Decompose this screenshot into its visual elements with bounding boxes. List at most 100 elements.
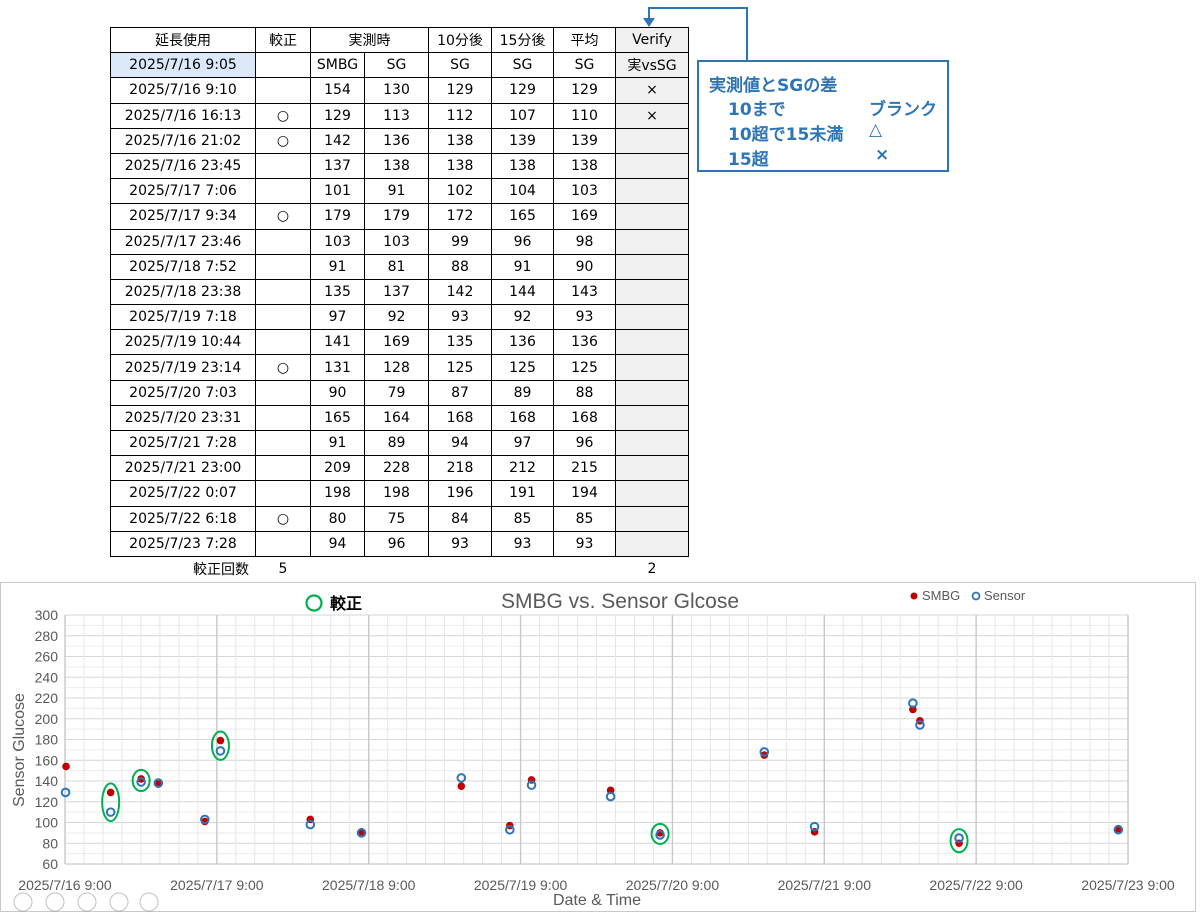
cell-sg: 138 bbox=[364, 152, 429, 180]
cell-verify bbox=[615, 228, 689, 255]
calib-legend-icon bbox=[305, 594, 323, 612]
cell-cal: ○ bbox=[255, 102, 311, 129]
copy-icon[interactable] bbox=[77, 892, 97, 912]
cell-m10: 138 bbox=[428, 152, 492, 180]
cell-sg: 89 bbox=[364, 429, 429, 457]
pen-icon[interactable] bbox=[45, 892, 65, 912]
cell-m15: 89 bbox=[491, 379, 554, 406]
cell-verify bbox=[615, 480, 689, 507]
table-row: 2025/7/17 23:46 103 103 99 96 98 bbox=[110, 228, 689, 255]
sensor-point bbox=[153, 778, 164, 788]
cell-dt: 2025/7/18 7:52 bbox=[110, 253, 256, 280]
cell-cal: ○ bbox=[255, 505, 311, 532]
cell-avg: 110 bbox=[553, 102, 616, 129]
x-tick-label: 2025/7/19 9:00 bbox=[474, 877, 568, 893]
sensor-point bbox=[954, 833, 964, 843]
cell-smbg: 103 bbox=[310, 228, 365, 255]
cell-m15: 104 bbox=[491, 178, 554, 205]
cell-smbg: 141 bbox=[310, 329, 365, 356]
scatter-chart: 60 80 100 120 140 160 180 200 220 240 260 280 300 20… bbox=[0, 582, 1196, 912]
sensor-point bbox=[305, 819, 316, 830]
cell-m15: 168 bbox=[491, 404, 554, 432]
cell-cal: ○ bbox=[255, 203, 311, 230]
y-tick-labels: 60 80 100 120 140 160 180 200 220 240 260 280 300 bbox=[35, 607, 59, 872]
sensor-series bbox=[60, 698, 1124, 843]
y-tick-label: 180 bbox=[35, 732, 59, 748]
cell-smbg: 129 bbox=[310, 102, 365, 129]
callout-rule-3-mark: × bbox=[875, 145, 890, 165]
cell-cal bbox=[255, 530, 311, 557]
cell-sg: 81 bbox=[364, 253, 429, 280]
cell-cal bbox=[255, 429, 311, 457]
cell-smbg: 101 bbox=[310, 178, 365, 205]
verify-legend-callout: 実測値とSGの差 10まで ブランク 10超で15未満 △ 15超 × bbox=[697, 60, 949, 172]
cell-dt: 2025/7/19 23:14 bbox=[110, 354, 256, 381]
prev-icon[interactable] bbox=[13, 892, 33, 912]
cell-cal bbox=[255, 178, 311, 205]
cell-dt: 2025/7/20 7:03 bbox=[110, 379, 256, 406]
sensor-point bbox=[526, 780, 537, 790]
header-row: 延長使用 較正 実測時 10分後 15分後 平均 Verify bbox=[110, 26, 689, 54]
cell-m15: 93 bbox=[491, 530, 554, 557]
cell-verify bbox=[615, 203, 689, 230]
cell-smbg: 131 bbox=[310, 354, 365, 381]
sensor-point bbox=[136, 777, 146, 787]
glucose-table: 延長使用 較正 実測時 10分後 15分後 平均 Verify 2025/7/1… bbox=[110, 26, 689, 582]
cell-sg: 198 bbox=[364, 480, 429, 507]
chart-title: SMBG vs. Sensor Glcose bbox=[501, 590, 739, 613]
cell-cal bbox=[255, 329, 311, 356]
cell-verify bbox=[615, 304, 689, 331]
cell-cal bbox=[255, 278, 311, 306]
cell-m15: 96 bbox=[491, 228, 554, 255]
sensor-point bbox=[505, 824, 515, 835]
cell-verify bbox=[615, 530, 689, 557]
cell-sg: 136 bbox=[364, 127, 429, 154]
sensor-point bbox=[605, 791, 616, 802]
table-row: 2025/7/22 0:07 198 198 196 191 194 bbox=[110, 480, 689, 507]
table-row: 2025/7/21 7:28 91 89 94 97 96 bbox=[110, 429, 689, 457]
table-row: 2025/7/17 9:34 ○ 179 179 172 165 169 bbox=[110, 203, 689, 230]
y-axis-label: Sensor Glucose bbox=[11, 693, 28, 807]
x-tick-label: 2025/7/22 9:00 bbox=[929, 877, 1023, 893]
cell-avg: 93 bbox=[553, 530, 616, 557]
cell-avg: 194 bbox=[553, 480, 616, 507]
smbg-legend-icon bbox=[910, 592, 918, 600]
cell-smbg: 91 bbox=[310, 429, 365, 457]
cell-m15: 91 bbox=[491, 253, 554, 280]
table-row: 2025/7/18 23:38 135 137 142 144 143 bbox=[110, 278, 689, 306]
table-row: 2025/7/23 7:28 94 96 93 93 93 bbox=[110, 530, 689, 557]
cell-avg: 129 bbox=[553, 77, 616, 104]
zoom-icon[interactable] bbox=[109, 892, 129, 912]
cell-sg: 92 bbox=[364, 304, 429, 331]
cell-dt: 2025/7/19 10:44 bbox=[110, 329, 256, 356]
cell-cal bbox=[255, 77, 311, 104]
footer-empty bbox=[364, 555, 429, 582]
footer-empty bbox=[491, 555, 554, 582]
sensor-point bbox=[908, 698, 918, 708]
cell-m10: 94 bbox=[428, 429, 492, 457]
more-icon[interactable] bbox=[139, 892, 159, 912]
cell-verify bbox=[615, 505, 689, 532]
sensor-point bbox=[915, 720, 925, 730]
cell-m15: 136 bbox=[491, 329, 554, 356]
sensor-point bbox=[759, 747, 770, 757]
cell-m10: 93 bbox=[428, 530, 492, 557]
cell-m10: 168 bbox=[428, 404, 492, 432]
calibration-ellipse bbox=[101, 782, 121, 823]
x-tick-label: 2025/7/23 9:00 bbox=[1081, 877, 1175, 893]
cell-cal bbox=[255, 379, 311, 406]
callout-rule-3-cond: 15超 bbox=[728, 150, 769, 170]
footer-label: 較正回数 bbox=[193, 562, 249, 579]
callout-rule-2-mark: △ bbox=[869, 120, 883, 140]
cell-m15: 191 bbox=[491, 480, 554, 507]
cell-sg: 128 bbox=[364, 354, 429, 381]
cell-avg: 85 bbox=[553, 505, 616, 532]
cell-verify: × bbox=[615, 102, 689, 129]
cell-avg: 138 bbox=[553, 152, 616, 180]
cell-cal bbox=[255, 480, 311, 507]
cell-m15: 107 bbox=[491, 102, 554, 129]
cell-dt: 2025/7/22 0:07 bbox=[110, 480, 256, 507]
calibration-ellipse bbox=[650, 822, 670, 845]
cell-dt: 2025/7/17 23:46 bbox=[110, 228, 256, 255]
table-row: 2025/7/16 21:02 ○ 142 136 138 139 139 bbox=[110, 127, 689, 154]
